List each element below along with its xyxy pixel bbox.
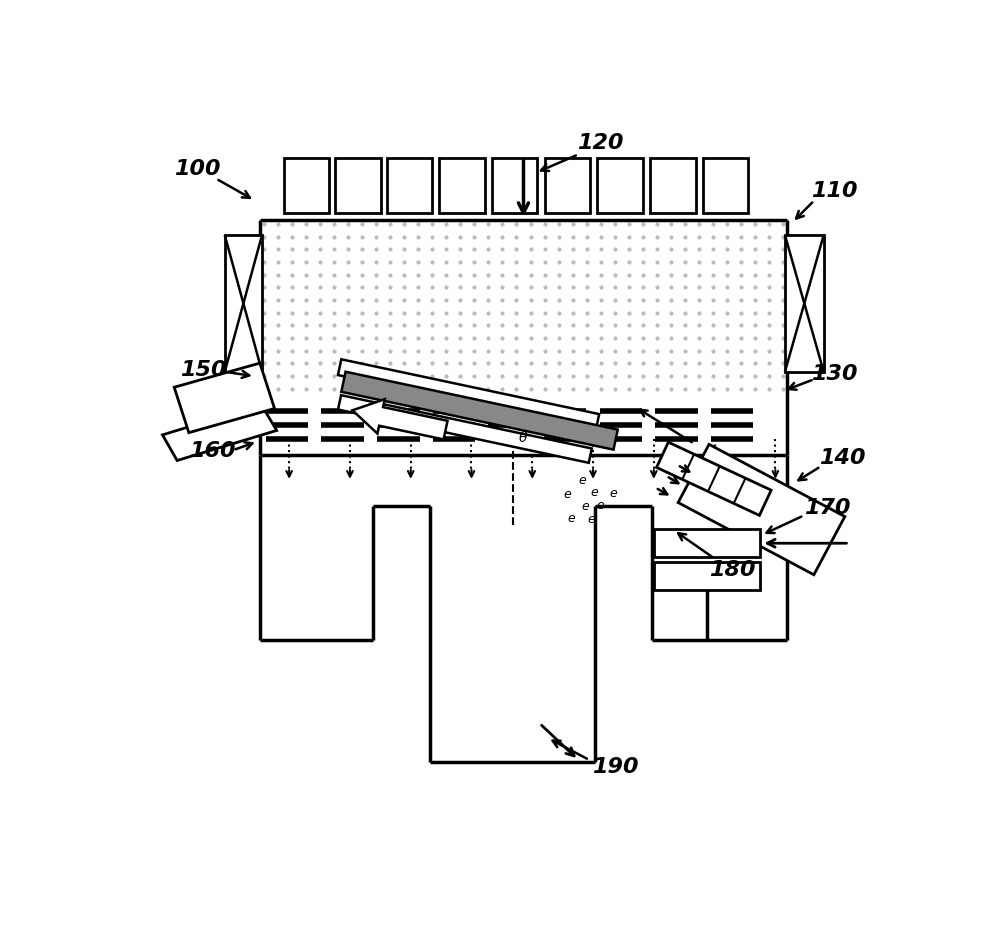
Text: 180: 180 — [709, 559, 755, 579]
Text: 100: 100 — [174, 159, 221, 179]
Polygon shape — [597, 158, 643, 213]
Polygon shape — [492, 158, 537, 213]
Text: 190: 190 — [592, 757, 638, 777]
Text: e: e — [582, 500, 590, 514]
Polygon shape — [338, 396, 592, 463]
Text: 150: 150 — [180, 360, 227, 380]
Polygon shape — [650, 158, 696, 213]
Polygon shape — [439, 158, 485, 213]
Polygon shape — [678, 444, 845, 574]
Polygon shape — [338, 359, 599, 430]
Text: e: e — [596, 498, 604, 512]
Polygon shape — [174, 363, 275, 433]
Text: e: e — [588, 513, 595, 526]
Polygon shape — [654, 562, 760, 590]
Text: e: e — [567, 512, 575, 525]
Text: 160: 160 — [189, 441, 236, 461]
Text: θ: θ — [518, 431, 527, 445]
Polygon shape — [785, 235, 824, 372]
Text: 110: 110 — [811, 181, 858, 201]
Polygon shape — [654, 530, 760, 557]
Text: 120: 120 — [577, 133, 624, 153]
Polygon shape — [387, 158, 432, 213]
Polygon shape — [162, 405, 277, 460]
Polygon shape — [545, 158, 590, 213]
Polygon shape — [341, 372, 618, 450]
Text: 140: 140 — [819, 448, 865, 468]
Polygon shape — [284, 158, 329, 213]
Text: 130: 130 — [811, 364, 858, 384]
Polygon shape — [352, 399, 448, 439]
Polygon shape — [703, 158, 748, 213]
Text: e: e — [564, 488, 571, 500]
Polygon shape — [657, 442, 771, 515]
Text: 170: 170 — [804, 498, 851, 518]
Text: e: e — [578, 474, 586, 487]
Polygon shape — [225, 235, 262, 372]
Text: e: e — [591, 486, 598, 499]
Text: e: e — [610, 487, 617, 500]
Polygon shape — [335, 158, 381, 213]
